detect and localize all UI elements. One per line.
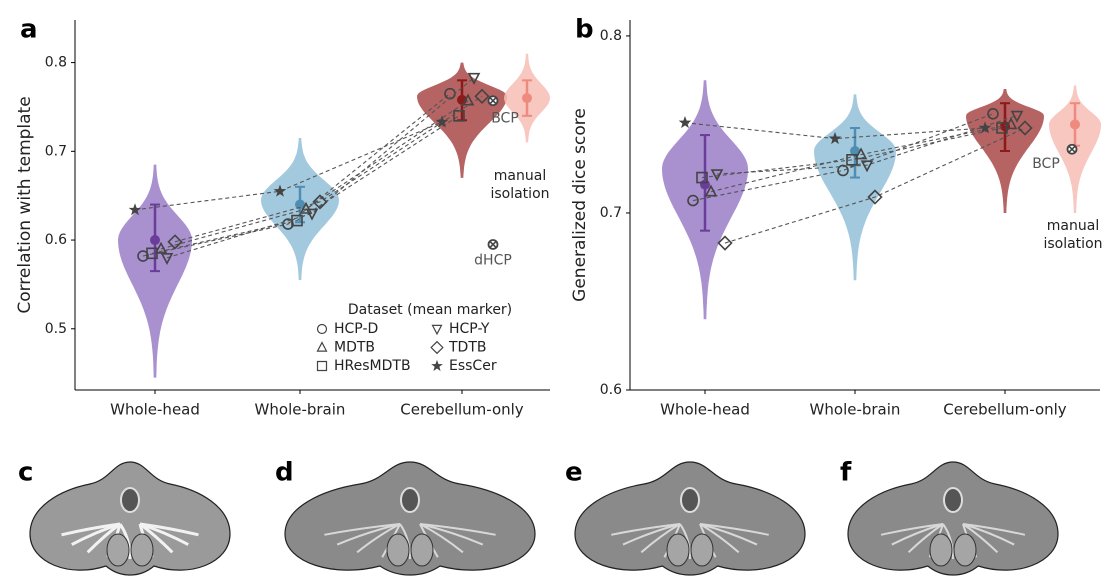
legend-label: HCP-D [334, 321, 378, 337]
legend-label: MDTB [334, 340, 375, 356]
annotation: manual [1047, 218, 1099, 234]
tonsil [387, 534, 409, 566]
x-tick-label: Whole-brain [810, 401, 901, 419]
brain-image [30, 462, 230, 575]
panel-label: f [840, 458, 852, 488]
panel-label: e [565, 458, 583, 488]
violin [814, 94, 896, 280]
panel-label: a [20, 15, 38, 45]
y-tick-label: 0.6 [45, 232, 67, 248]
tonsil [954, 534, 976, 566]
legend-marker [318, 362, 327, 371]
annotation: isolation [490, 186, 549, 202]
reference-label: dHCP [474, 252, 512, 268]
y-tick-label: 0.8 [600, 28, 622, 44]
reference-label: BCP [1032, 156, 1060, 172]
legend-marker [318, 343, 327, 352]
panel-label: b [575, 15, 594, 45]
annotation: manual [494, 168, 546, 184]
tonsil [667, 534, 689, 566]
y-tick-label: 0.6 [600, 382, 622, 398]
x-tick-label: Whole-head [110, 401, 200, 419]
mean-dot [522, 93, 532, 103]
mean-dot [150, 235, 160, 245]
y-tick-label: 0.7 [45, 143, 67, 159]
vermis [681, 488, 699, 512]
x-tick-label: Cerebellum-only [400, 401, 524, 419]
legend-marker [318, 325, 327, 334]
tonsil [107, 534, 129, 566]
vermis [401, 488, 419, 512]
brain-image [848, 462, 1058, 575]
legend-marker [432, 361, 441, 370]
y-axis-label: Generalized dice score [570, 108, 590, 302]
y-tick-label: 0.5 [45, 321, 67, 337]
panel-label: d [275, 458, 294, 488]
legend-marker [431, 342, 443, 354]
panel-label: c [18, 458, 33, 488]
y-tick-label: 0.7 [600, 205, 622, 221]
tonsil [411, 534, 433, 566]
annotation: isolation [1043, 236, 1102, 252]
brain-image [575, 462, 805, 575]
reference-label: BCP [491, 111, 519, 127]
y-axis-label: Correlation with template [15, 96, 35, 313]
x-tick-label: Whole-head [660, 401, 750, 419]
vermis [944, 488, 962, 512]
tonsil [691, 534, 713, 566]
figure: a Correlation with template 0.5 0.6 0.7 0.8 Wh… [0, 0, 1107, 579]
mean-dot [1070, 119, 1080, 129]
legend-marker [433, 325, 442, 334]
legend-label: EssCer [449, 358, 497, 374]
tonsil [131, 534, 153, 566]
legend-label: TDTB [448, 340, 487, 356]
legend-title: Dataset (mean marker) [348, 302, 512, 318]
y-tick-label: 0.8 [45, 55, 67, 71]
mean-dot [700, 180, 710, 190]
dataset-mean-marker [680, 117, 690, 127]
x-tick-label: Whole-brain [255, 401, 346, 419]
tonsil [930, 534, 952, 566]
brain-image [285, 462, 535, 575]
vermis [121, 488, 139, 512]
x-tick-label: Cerebellum-only [943, 401, 1067, 419]
legend-label: HResMDTB [334, 358, 411, 374]
legend-label: HCP-Y [449, 321, 490, 337]
